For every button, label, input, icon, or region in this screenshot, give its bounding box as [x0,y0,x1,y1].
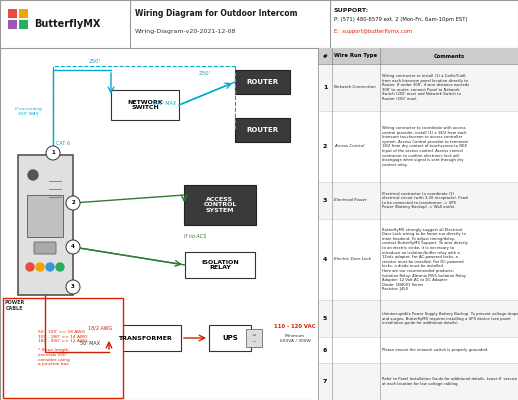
Text: TRANSFORMER: TRANSFORMER [118,336,172,340]
Text: POWER
CABLE: POWER CABLE [5,300,25,311]
Bar [318,219,518,300]
Text: 1: 1 [323,85,327,90]
Text: UPS: UPS [222,335,238,341]
Text: If exceeding
300' MAX: If exceeding 300' MAX [15,107,41,116]
Circle shape [46,146,60,160]
Bar [109,325,181,351]
Bar [318,64,518,111]
Bar [8,20,17,29]
Bar [184,185,256,225]
Text: ROUTER: ROUTER [246,79,278,85]
Text: Wiring Diagram for Outdoor Intercom: Wiring Diagram for Outdoor Intercom [135,10,297,18]
Text: 4: 4 [71,244,75,250]
Circle shape [66,240,80,254]
Text: NETWORK
SWITCH: NETWORK SWITCH [127,100,163,110]
Bar [209,325,251,351]
Text: 300' MAX: 300' MAX [153,101,177,106]
Text: 3: 3 [323,198,327,203]
Text: Wiring contractor to coordinate with access
control provider, install (1) x 18/2: Wiring contractor to coordinate with acc… [382,126,468,167]
Text: Wiring contractor to install (1) a Cat5e/Cat6
from each Intercom panel location : Wiring contractor to install (1) a Cat5e… [382,74,469,101]
Text: 18/2 AWG: 18/2 AWG [88,326,112,331]
Bar [111,90,179,120]
Text: Please ensure the network switch is properly grounded.: Please ensure the network switch is prop… [382,348,488,352]
Circle shape [66,196,80,210]
Text: CAT 6: CAT 6 [56,141,70,146]
Text: 250': 250' [199,71,211,76]
Text: E:  support@butterflymx.com: E: support@butterflymx.com [334,28,412,34]
Bar [318,363,518,400]
Circle shape [46,263,54,271]
Text: 6: 6 [323,348,327,353]
Bar [185,252,255,278]
Circle shape [36,263,44,271]
Text: 50 - 100' >> 18 AWG
100 - 180' >> 14 AWG
180 - 300' >> 12 AWG

* If run length
e: 50 - 100' >> 18 AWG 100 - 180' >> 14 AWG… [38,330,88,366]
Text: Electric Door Lock: Electric Door Lock [334,258,371,262]
Text: 110 - 120 VAC: 110 - 120 VAC [274,324,316,329]
Text: Comments: Comments [434,54,465,58]
Bar [18,155,73,295]
Text: ButterflyMX strongly suggest all Electrical
Door Lock wiring to be home-run dire: ButterflyMX strongly suggest all Electri… [382,228,468,291]
Text: Network Connection: Network Connection [334,86,376,90]
Text: ACCESS
CONTROL
SYSTEM: ACCESS CONTROL SYSTEM [203,197,237,213]
Text: ISOLATION
RELAY: ISOLATION RELAY [201,260,239,270]
Text: 50' MAX: 50' MAX [80,341,100,346]
Text: #: # [323,54,327,58]
Text: ButterflyMX: ButterflyMX [34,19,100,29]
Bar [19,20,28,29]
Bar [19,9,28,18]
Circle shape [28,170,38,180]
Circle shape [66,280,80,294]
Text: 2: 2 [71,200,75,206]
FancyBboxPatch shape [34,242,56,254]
Circle shape [56,263,64,271]
Text: Minimum
600VA / 300W: Minimum 600VA / 300W [280,334,310,343]
Bar [318,300,518,337]
Text: 4: 4 [323,257,327,262]
Bar [318,48,518,64]
Text: ~: ~ [252,340,256,344]
Text: If no ACS: If no ACS [184,234,206,239]
Bar [235,118,290,142]
Bar [246,329,262,347]
Bar [318,182,518,219]
Text: Access Control: Access Control [334,144,364,148]
Bar [27,195,63,237]
Text: 5: 5 [323,316,327,321]
Text: 7: 7 [323,379,327,384]
Bar [3,298,123,398]
Circle shape [26,263,34,271]
Text: 1: 1 [51,150,55,156]
Text: Wiring-Diagram-v20-2021-12-08: Wiring-Diagram-v20-2021-12-08 [135,30,236,34]
Text: P: (571) 480-6579 ext. 2 (Mon-Fri, 6am-10pm EST): P: (571) 480-6579 ext. 2 (Mon-Fri, 6am-1… [334,18,468,22]
Text: ROUTER: ROUTER [246,127,278,133]
Text: Electrical Power: Electrical Power [334,198,367,202]
Text: Uninterruptible Power Supply Battery Backup. To prevent voltage drops
and surges: Uninterruptible Power Supply Battery Bac… [382,312,518,325]
Text: 2: 2 [323,144,327,149]
Text: Wire Run Type: Wire Run Type [335,54,378,58]
Text: SUPPORT:: SUPPORT: [334,8,369,12]
Text: 3: 3 [71,284,75,290]
Text: 250': 250' [89,59,101,64]
Bar [318,111,518,182]
Text: =: = [252,334,256,338]
Text: Refer to Panel Installation Guide for additional details. Leave 6' service loop
: Refer to Panel Installation Guide for ad… [382,377,518,386]
Text: Electrical contractor to coordinate (1)
electrical circuit (with 3-20 receptacle: Electrical contractor to coordinate (1) … [382,192,468,209]
Bar [318,337,518,363]
Bar [8,9,17,18]
Bar [235,70,290,94]
